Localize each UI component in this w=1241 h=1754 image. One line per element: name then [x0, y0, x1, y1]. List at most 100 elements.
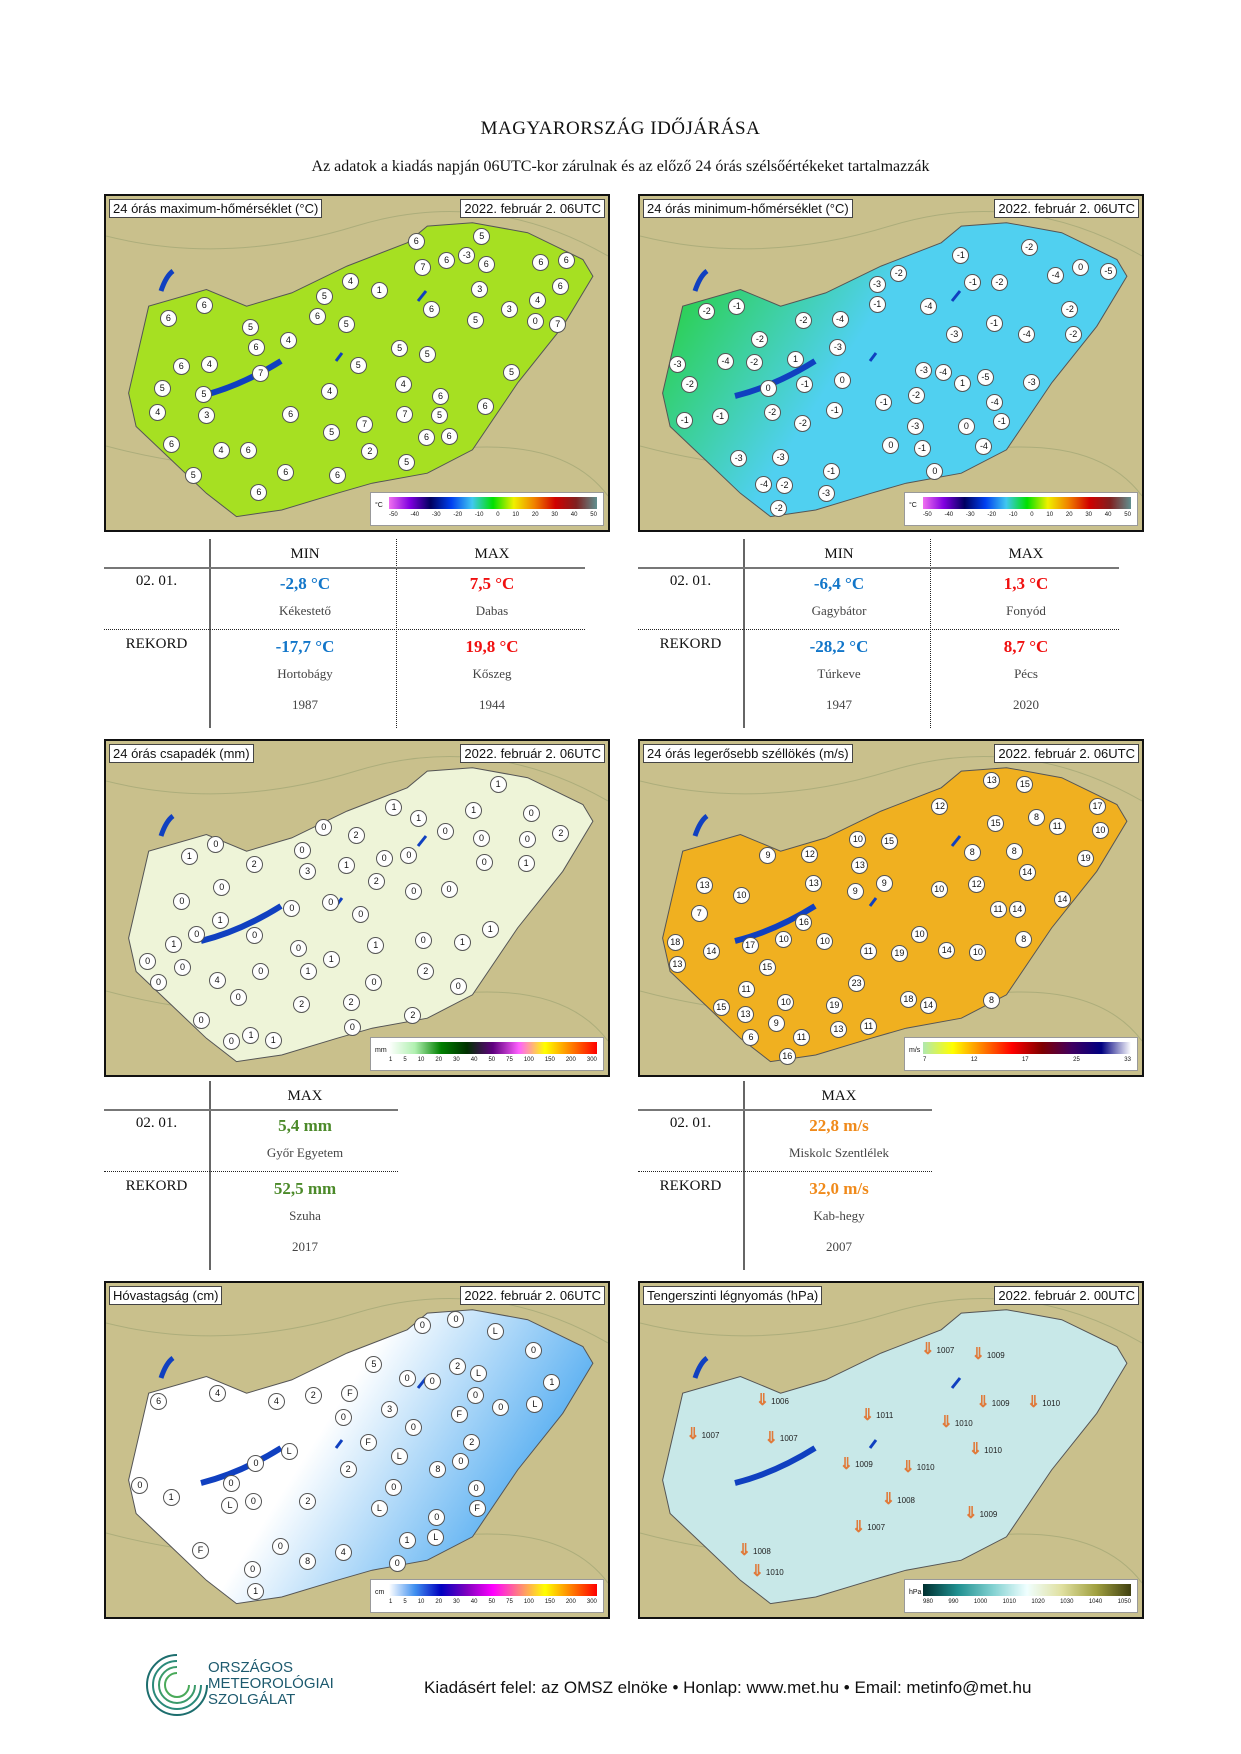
station-value: 1 — [367, 937, 385, 955]
station-value: 1 — [299, 963, 317, 981]
station-value: F — [450, 1405, 468, 1423]
hungary-map — [640, 755, 1142, 1063]
station-value: 3 — [299, 863, 317, 881]
station-value: 5 — [241, 318, 259, 336]
station-value: -4 — [919, 297, 937, 315]
record-year: 1987 — [292, 697, 318, 712]
station-value: 14 — [1008, 901, 1026, 919]
station-value: 0 — [192, 1011, 210, 1029]
station-value: -2 — [990, 274, 1008, 292]
legend-tick-label: 10 — [417, 1057, 425, 1063]
station-value: 12 — [968, 876, 986, 894]
station-value: -3 — [669, 355, 687, 373]
table-divider — [104, 1109, 398, 1111]
station-value: -2 — [907, 386, 925, 404]
logo-line: METEOROLÓGIAI — [208, 1675, 334, 1692]
legend-tick-label: 100 — [523, 1599, 534, 1605]
legend-tick-label: 40 — [1104, 512, 1112, 518]
station-value: -3 — [458, 247, 476, 265]
station-value: -2 — [770, 499, 788, 517]
legend-tick-label: 300 — [586, 1057, 597, 1063]
row-label: REKORD — [125, 1178, 188, 1194]
map-date: 2022. február 2. 06UTC — [994, 199, 1139, 218]
column-header: MAX — [821, 1088, 857, 1104]
legend-tick-label: 1030 — [1060, 1599, 1074, 1605]
row-label: 02. 01. — [135, 573, 178, 589]
station-value: 0 — [398, 1370, 416, 1388]
legend-colorbar — [389, 497, 597, 509]
low-pressure-arrow-icon: ⇓ — [737, 1542, 752, 1560]
station-value: -1 — [985, 314, 1003, 332]
station-name: Miskolc Szentlélek — [788, 1145, 889, 1160]
station-value: 0 — [436, 823, 454, 841]
station-value: 0 — [213, 879, 231, 897]
legend-tick-label: 50 — [488, 1057, 496, 1063]
station-value: 15 — [1016, 776, 1034, 794]
station-value: 6 — [239, 441, 257, 459]
station-value: 0 — [926, 463, 944, 481]
station-value: 19 — [890, 944, 908, 962]
station-value: 6 — [742, 1028, 760, 1046]
station-value: -1 — [964, 273, 982, 291]
station-value: 13 — [668, 956, 686, 974]
pressure-marker: ⇓ 1009 — [971, 1347, 1004, 1363]
map-title: 24 órás minimum-hőmérséklet (°C) — [643, 199, 853, 218]
station-value: -2 — [763, 404, 781, 422]
omsz-logo-text: ORSZÁGOS METEOROLÓGIAI SZOLGÁLAT — [208, 1660, 334, 1708]
station-value: 4 — [267, 1392, 285, 1410]
station-value: -2 — [794, 415, 812, 433]
station-value: 5 — [337, 316, 355, 334]
station-value: 0 — [413, 1317, 431, 1335]
station-value: 10 — [911, 925, 929, 943]
station-value: 13 — [736, 1005, 754, 1023]
legend-colorbar — [923, 1042, 1131, 1054]
low-pressure-arrow-icon: ⇓ — [901, 1458, 915, 1476]
legend-tick-label: -50 — [389, 512, 398, 518]
legend-tick-label: 150 — [544, 1057, 555, 1063]
station-value: 0 — [334, 1408, 352, 1426]
station-value: L — [221, 1496, 239, 1514]
station-value: 11 — [859, 942, 877, 960]
low-pressure-arrow-icon: ⇓ — [968, 1441, 983, 1459]
station-value: 10 — [732, 887, 750, 905]
table-divider — [396, 539, 397, 728]
station-name: Kőszeg — [472, 666, 512, 681]
station-name: Hortobágy — [277, 666, 333, 681]
map-panel: 24 órás maximum-hőmérséklet (°C) 2022. fe… — [104, 194, 610, 532]
legend-unit: mm — [375, 1047, 387, 1054]
map-date: 2022. február 2. 00UTC — [994, 1286, 1139, 1305]
station-value: 6 — [282, 405, 300, 423]
station-value: 6 — [476, 398, 494, 416]
map-title: 24 órás legerősebb széllökés (m/s) — [643, 744, 853, 763]
low-pressure-arrow-icon: ⇓ — [755, 1392, 770, 1410]
legend-colorbar — [923, 497, 1131, 509]
station-value: 14 — [702, 943, 720, 961]
extreme-value: 8,7 °C — [1003, 637, 1049, 656]
hungary-map — [106, 1297, 608, 1605]
station-value: L — [370, 1499, 388, 1517]
station-value: 2 — [245, 855, 263, 873]
legend-tick-label: 10 — [1046, 512, 1054, 518]
pressure-marker: ⇓ 1007 — [686, 1427, 719, 1443]
station-value: -3 — [906, 418, 924, 436]
station-value: 5 — [315, 288, 333, 306]
extreme-value: 32,0 m/s — [809, 1179, 869, 1198]
extremes-table: MAX 02. 01. 22,8 m/s Miskolc Szentlélek REKO… — [638, 1081, 1138, 1271]
station-value: 2 — [552, 824, 570, 842]
station-value: 10 — [816, 932, 834, 950]
station-value: 2 — [299, 1492, 317, 1510]
station-value: 0 — [405, 882, 423, 900]
station-value: 6 — [438, 252, 456, 270]
low-pressure-arrow-icon: ⇓ — [750, 1563, 764, 1581]
station-value: 5 — [153, 380, 171, 398]
legend-ticks: 1 5 10 20 30 40 50 75 100 150 200 300 — [389, 1599, 597, 1609]
station-value: 11 — [737, 980, 755, 998]
legend-tick-label: 50 — [1124, 512, 1131, 518]
station-value: 1 — [180, 847, 198, 865]
low-pressure-arrow-icon: ⇓ — [939, 1414, 953, 1432]
station-value: 0 — [131, 1476, 149, 1494]
pressure-value: 1011 — [876, 1411, 894, 1421]
station-value: 2 — [339, 1460, 357, 1478]
legend-tick-label: -10 — [474, 512, 484, 518]
pressure-marker: ⇓ 1008 — [882, 1492, 915, 1508]
